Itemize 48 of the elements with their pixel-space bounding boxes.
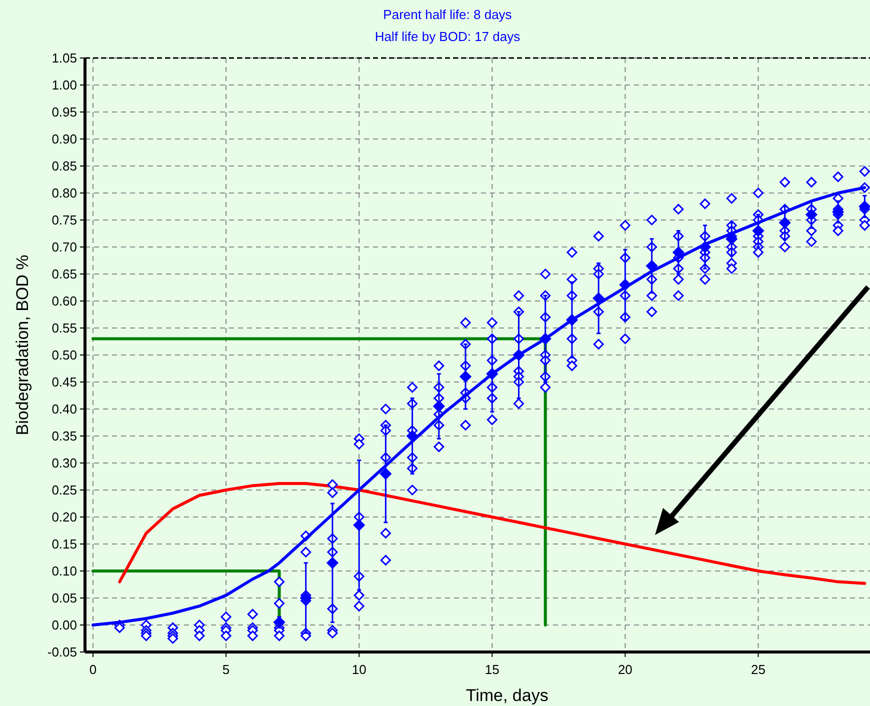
point bbox=[380, 468, 392, 480]
y-tick-label: 0.35 bbox=[52, 428, 77, 444]
y-tick-label: 0.85 bbox=[52, 158, 77, 174]
x-tick-label: 10 bbox=[352, 662, 366, 677]
point bbox=[353, 519, 365, 531]
point bbox=[779, 216, 791, 228]
y-tick-label: 0.20 bbox=[52, 510, 77, 525]
point bbox=[806, 208, 818, 220]
x-tick-label: 5 bbox=[222, 662, 230, 677]
x-tick-label: 20 bbox=[618, 662, 632, 677]
y-tick-label: 0.60 bbox=[52, 294, 77, 309]
x-axis-title: Time, days bbox=[466, 686, 548, 705]
y-tick-label: 0.65 bbox=[52, 266, 77, 282]
y-tick-label: 0.50 bbox=[52, 348, 77, 363]
y-tick-label: 0.55 bbox=[52, 320, 77, 336]
y-tick-label: 0.45 bbox=[52, 374, 77, 390]
y-tick-label: 0.10 bbox=[52, 564, 77, 579]
x-tick-label: 15 bbox=[484, 662, 500, 677]
point bbox=[646, 260, 658, 272]
y-tick-label: 1.05 bbox=[52, 50, 77, 66]
y-tick-label: 0.80 bbox=[52, 186, 77, 201]
point bbox=[832, 206, 844, 218]
y-tick-label: 0.40 bbox=[52, 402, 77, 417]
y-tick-label: 0.75 bbox=[52, 212, 77, 228]
point bbox=[726, 233, 738, 245]
point bbox=[672, 246, 684, 258]
point bbox=[858, 200, 870, 212]
y-tick-label: 0.30 bbox=[52, 456, 77, 471]
y-tick-label: 0.15 bbox=[52, 536, 77, 552]
y-tick-label: 1.00 bbox=[52, 78, 77, 93]
chart-subtitle: Half life by BOD: 17 days bbox=[374, 29, 521, 44]
y-tick-label: 0.90 bbox=[52, 132, 77, 147]
point bbox=[433, 400, 445, 412]
point bbox=[300, 592, 312, 604]
chart-title: Parent half life: 8 days bbox=[383, 7, 512, 22]
y-tick-label: 0.25 bbox=[52, 482, 77, 498]
y-tick-label: -0.05 bbox=[47, 644, 77, 660]
y-tick-label: 0.05 bbox=[52, 590, 77, 606]
y-tick-label: 0.00 bbox=[52, 618, 77, 633]
y-tick-label: 0.70 bbox=[52, 240, 77, 255]
point bbox=[326, 557, 338, 569]
point bbox=[752, 225, 764, 237]
y-tick-label: 0.95 bbox=[52, 104, 77, 120]
x-tick-label: 0 bbox=[89, 662, 97, 677]
y-axis-title: Biodegradation, BOD % bbox=[13, 254, 32, 436]
point bbox=[460, 370, 472, 382]
point bbox=[274, 616, 286, 628]
x-tick-label: 25 bbox=[751, 662, 766, 677]
